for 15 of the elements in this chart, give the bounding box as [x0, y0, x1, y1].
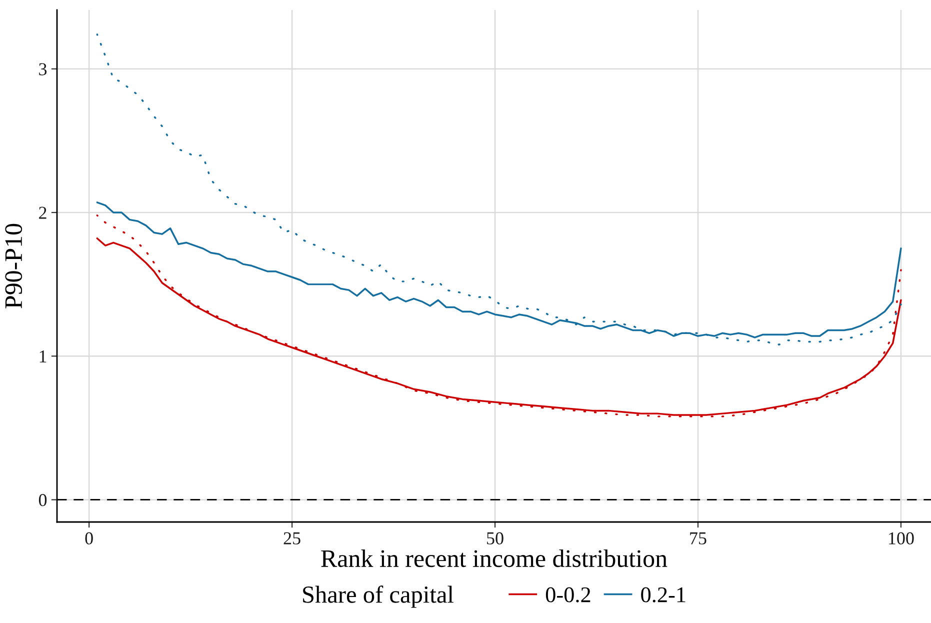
line-series [96, 34, 902, 346]
x-tick-label: 0 [85, 532, 93, 544]
y-tick-label: 0 [38, 494, 47, 506]
x-tick-label: 50 [487, 532, 504, 544]
x-tick-label: 75 [690, 532, 706, 544]
y-tick-label: 1 [40, 350, 46, 362]
y-tick-label: 2 [39, 206, 46, 219]
legend-label: 0.2-1 [641, 587, 686, 602]
y-tick-label: 3 [39, 63, 47, 76]
x-axis-title: Rank in recent income distribution [321, 549, 668, 568]
legend-label: 0-0.2 [546, 587, 590, 602]
x-tick-label: 100 [889, 532, 914, 544]
y-axis-title: P90-P10 [5, 224, 22, 308]
legend-title: Share of capital [303, 586, 454, 608]
x-tick-label: 25 [284, 532, 300, 544]
